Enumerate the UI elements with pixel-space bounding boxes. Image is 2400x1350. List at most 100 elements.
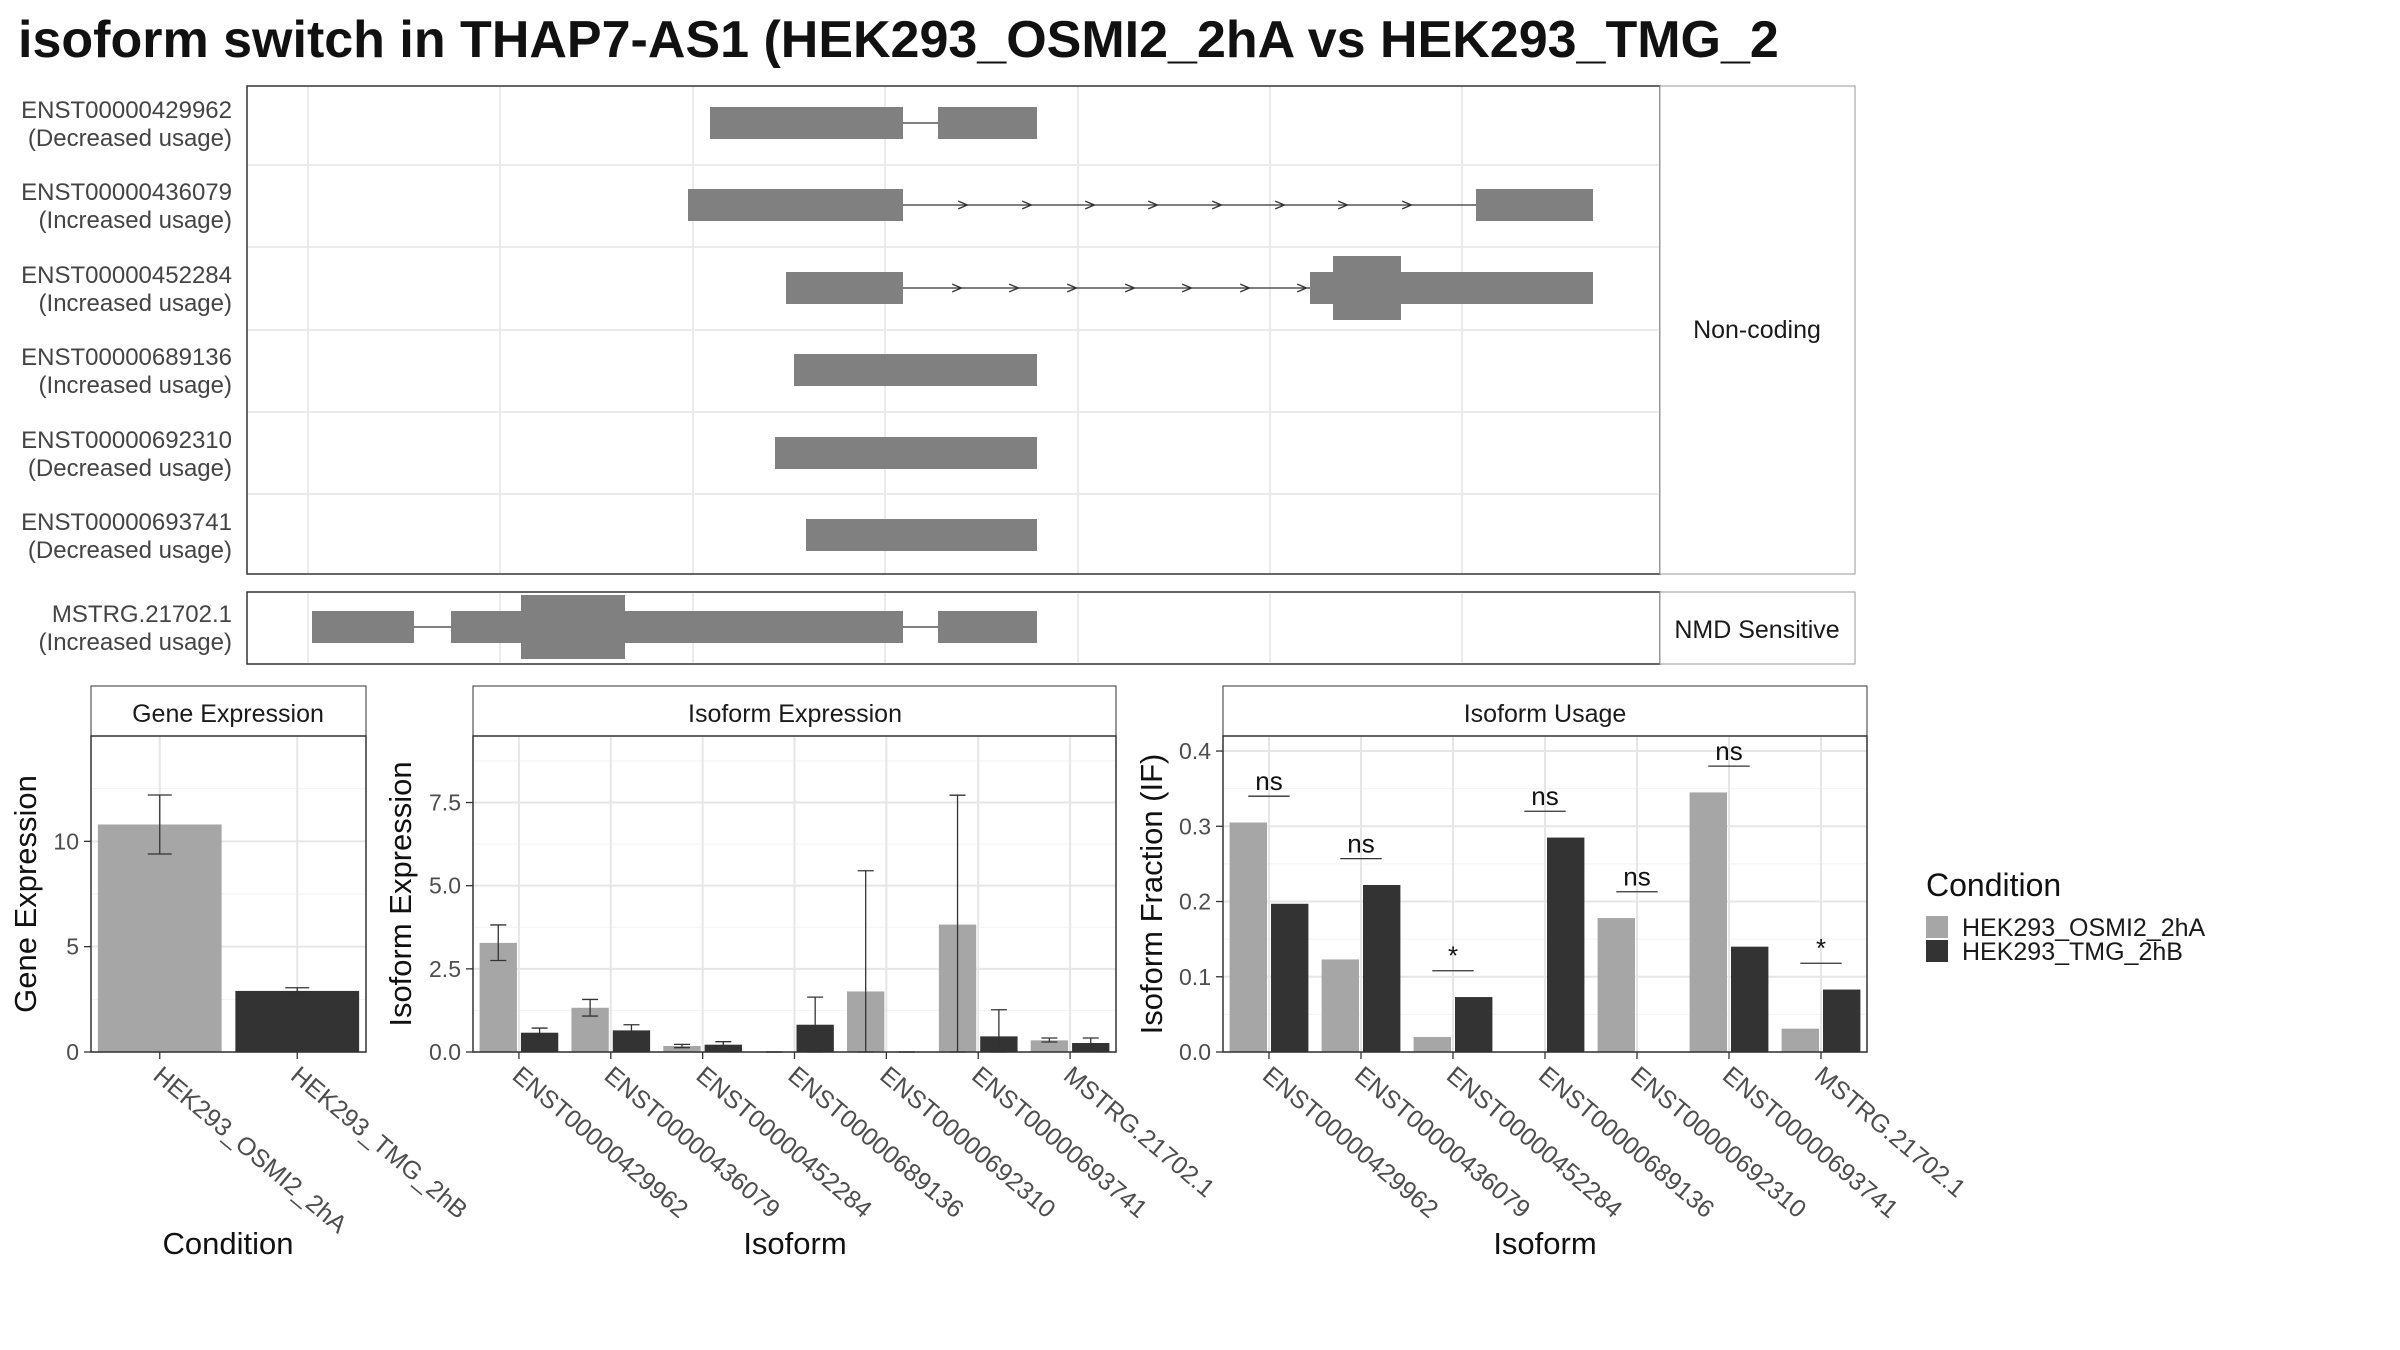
y-tick-label: 0 [66, 1039, 79, 1065]
x-tick-label: ENST00000452284 [691, 1061, 877, 1224]
error-bar [623, 1024, 640, 1037]
exon [938, 107, 1037, 139]
significance-annotation: * [1432, 941, 1474, 972]
x-tick-label: ENST00000436079 [1349, 1061, 1535, 1224]
bar [1030, 1040, 1069, 1052]
y-tick-label: 5.0 [429, 873, 461, 899]
significance-label: ns [1531, 781, 1558, 811]
transcript-usage-label: (Decreased usage) [28, 455, 232, 482]
panel-strip [472, 685, 1117, 737]
bar [704, 1044, 742, 1052]
isoform-expression-panel: Isoform Expression 0.0 2.5 5.0 7.5 ENST000004… [383, 685, 1220, 1261]
y-axis-title: Isoform Fraction (IF) [1134, 754, 1169, 1035]
legend: Condition HEK293_OSMI2_2hA HEK293_TMG_2h… [1926, 867, 2206, 966]
transcript-model [786, 256, 1593, 320]
x-tick-label: ENST00000693741 [1717, 1061, 1903, 1224]
facet-label-noncoding: Non-coding [1693, 316, 1821, 344]
y-tick-label: 0.0 [1179, 1039, 1211, 1065]
error-bar [531, 1027, 548, 1038]
panel-strip [90, 685, 367, 737]
bar [1321, 959, 1359, 1052]
error-bar [715, 1041, 732, 1049]
y-tick-label: 0.0 [429, 1039, 461, 1065]
transcript-id-label: ENST00000692310 [21, 427, 232, 454]
plot-frame [90, 735, 367, 1053]
x-axis-title: Isoform [743, 1226, 846, 1261]
transcript-model [806, 519, 1037, 551]
transcript-model [312, 595, 1037, 659]
transcript-usage-label: (Increased usage) [39, 290, 232, 317]
transcript-labels: ENST00000429962(Decreased usage)ENST0000… [21, 97, 232, 656]
bar [1271, 903, 1309, 1052]
y-axis-title: Gene Expression [8, 775, 43, 1013]
exon [786, 272, 903, 304]
x-tick-label: ENST00000692310 [1625, 1061, 1811, 1224]
bar [1363, 884, 1401, 1052]
significance-label: ns [1623, 862, 1650, 892]
x-tick-label: MSTRG.21702.1 [1809, 1061, 1971, 1203]
y-tick-label: 5 [66, 934, 79, 960]
isoform-usage-panel: Isoform Usage ns ns * ns ns ns * 0.0 0.1 0.2 0.3 0.4… [1134, 685, 1971, 1261]
error-bar [285, 987, 310, 995]
bar [235, 990, 360, 1052]
transcript-id-label: ENST00000693741 [21, 509, 232, 536]
significance-annotation: ns [1340, 829, 1382, 860]
exon [451, 611, 903, 643]
x-tick-label: ENST00000429962 [507, 1061, 693, 1224]
significance-annotation: ns [1248, 766, 1290, 797]
bar [1597, 918, 1635, 1052]
panel-title: Gene Expression [132, 700, 324, 728]
bar [1731, 946, 1769, 1052]
legend-label-b: HEK293_TMG_2hB [1962, 938, 2183, 966]
figure-title: isoform switch in THAP7-AS1 (HEK293_OSMI… [18, 11, 1779, 69]
exon [1333, 256, 1401, 320]
structure-nmd-panel: NMD Sensitive [246, 591, 1856, 665]
y-tick-label: 0.3 [1179, 813, 1211, 839]
bar [1547, 837, 1585, 1052]
exon [794, 354, 1037, 386]
structure-gridlines [248, 87, 1659, 573]
transcript-id-label: ENST00000452284 [21, 262, 232, 289]
transcript-model-nmd [312, 595, 1037, 659]
legend-title: Condition [1926, 867, 2061, 903]
exon [1476, 189, 1593, 221]
x-tick-label: ENST00000436079 [599, 1061, 785, 1224]
transcript-model [794, 354, 1037, 386]
transcript-usage-label: (Decreased usage) [28, 125, 232, 152]
significance-annotation: ns [1616, 862, 1658, 893]
y-tick-label: 7.5 [429, 790, 461, 816]
y-tick-label: 2.5 [429, 956, 461, 982]
legend-swatch-b [1926, 940, 1948, 962]
panel-title: Isoform Expression [688, 700, 902, 728]
y-tick-label: 0.2 [1179, 889, 1211, 915]
transcript-id-label: ENST00000689136 [21, 344, 232, 371]
legend-swatch-a [1926, 916, 1948, 938]
transcript-id-label: ENST00000436079 [21, 179, 232, 206]
significance-annotation: ns [1524, 781, 1566, 812]
transcript-id-label: MSTRG.21702.1 [52, 601, 232, 628]
significance-label: * [1448, 941, 1458, 971]
bar [1455, 997, 1493, 1052]
x-tick-label: ENST00000452284 [1441, 1061, 1627, 1224]
bar [520, 1032, 559, 1052]
exon [312, 611, 414, 643]
legend-label-a: HEK293_OSMI2_2hA [1962, 914, 2206, 942]
error-bar [1082, 1037, 1099, 1049]
significance-label: ns [1347, 829, 1374, 859]
y-tick-label: 0.4 [1179, 738, 1211, 764]
y-axis-title: Isoform Expression [383, 761, 418, 1026]
bar [1689, 792, 1727, 1052]
error-bar [1041, 1037, 1058, 1043]
transcript-id-label: ENST00000429962 [21, 97, 232, 124]
bar [97, 824, 222, 1052]
error-bar [490, 924, 507, 962]
transcript-usage-label: (Increased usage) [39, 372, 232, 399]
error-bar [147, 794, 172, 855]
exon [806, 519, 1037, 551]
transcript-usage-label: (Increased usage) [39, 629, 232, 656]
error-bar [673, 1043, 690, 1049]
x-tick-label: ENST00000692310 [875, 1061, 1061, 1224]
structure-noncoding-panel: Non-coding [246, 85, 1856, 575]
transcript-model [688, 189, 1593, 221]
